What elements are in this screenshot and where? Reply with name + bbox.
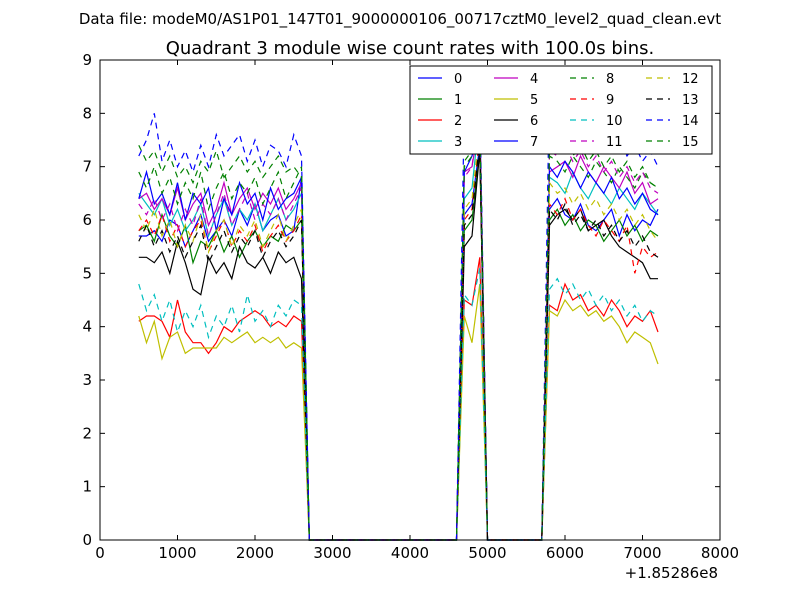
series-line-4: [138, 118, 659, 541]
legend-label-11: 11: [606, 135, 623, 150]
legend-label-4: 4: [530, 72, 538, 87]
legend-label-1: 1: [454, 93, 462, 108]
series-line-15: [138, 118, 659, 541]
data-file-suptitle: Data file: modeM0/AS1P01_147T01_90000001…: [79, 10, 721, 29]
legend-label-13: 13: [682, 93, 699, 108]
y-tick-label: 4: [82, 318, 92, 336]
y-tick-label: 6: [82, 211, 92, 229]
series-line-9: [138, 134, 659, 541]
x-tick-label: 5000: [468, 544, 506, 562]
legend-label-0: 0: [454, 72, 462, 87]
legend-label-14: 14: [682, 114, 699, 129]
y-tick-label: 5: [82, 264, 92, 282]
x-tick-label: 1000: [158, 544, 196, 562]
x-tick-label: 8000: [701, 544, 739, 562]
legend-label-10: 10: [606, 114, 623, 129]
legend-label-12: 12: [682, 72, 699, 87]
series-line-8: [138, 113, 659, 541]
chart-title: Quadrant 3 module wise count rates with …: [166, 38, 655, 59]
series-line-14: [138, 81, 659, 541]
y-tick-label: 3: [82, 371, 92, 389]
series-line-13: [138, 139, 659, 541]
y-tick-label: 8: [82, 104, 92, 122]
legend-label-8: 8: [606, 72, 614, 87]
series-line-3: [138, 113, 659, 541]
x-axis: 0 1000 2000 3000 4000 5000 6000 7000 8000: [95, 60, 739, 562]
legend-frame: [409, 65, 713, 155]
series-line-12: [138, 129, 659, 541]
y-tick-label: 2: [82, 424, 92, 442]
series-line-10: [138, 267, 659, 541]
legend-label-6: 6: [530, 114, 538, 129]
x-tick-label: 4000: [391, 544, 429, 562]
y-tick-label: 1: [82, 478, 92, 496]
legend-label-7: 7: [530, 135, 538, 150]
series-line-11: [138, 102, 659, 541]
y-tick-label: 7: [82, 158, 92, 176]
x-tick-label: 2000: [236, 544, 274, 562]
x-tick-label: 0: [95, 544, 105, 562]
x-tick-label: 6000: [546, 544, 584, 562]
x-tick-label: 3000: [313, 544, 351, 562]
series-line-5: [138, 283, 659, 541]
legend-label-3: 3: [454, 135, 462, 150]
legend-label-2: 2: [454, 114, 462, 129]
y-tick-label: 9: [82, 51, 92, 69]
x-tick-label: 7000: [623, 544, 661, 562]
y-tick-label: 0: [82, 531, 92, 549]
legend-label-9: 9: [606, 93, 614, 108]
series-line-2: [138, 257, 659, 541]
legend-label-5: 5: [530, 93, 538, 108]
legend-label-15: 15: [682, 135, 699, 150]
x-axis-offset-label: +1.85286e8: [625, 564, 718, 582]
